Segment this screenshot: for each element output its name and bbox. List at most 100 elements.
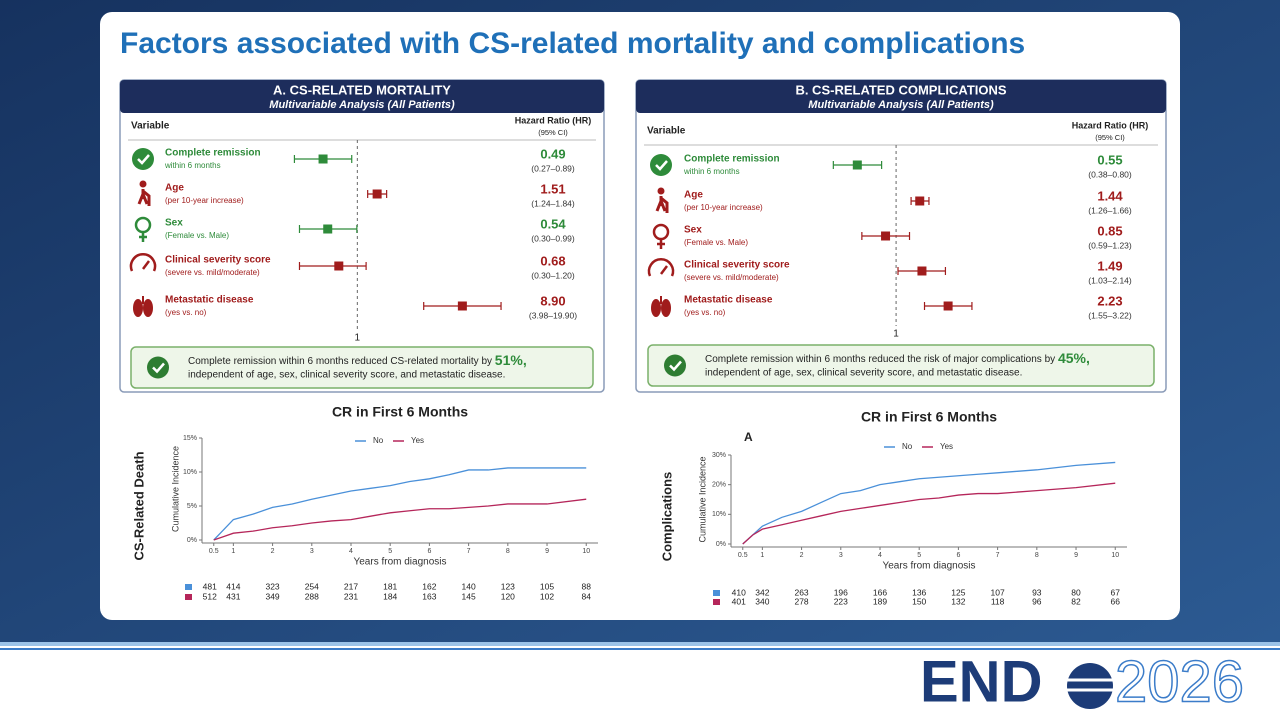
- ci-label: (0.30–0.99): [531, 233, 575, 243]
- legend-label: Yes: [411, 436, 424, 445]
- x-tick-label: 2: [271, 548, 275, 555]
- row-sublabel: (Female vs. Male): [165, 231, 229, 240]
- column-header: Variable: [647, 126, 686, 137]
- panel-subtitle: Multivariable Analysis (All Patients): [269, 99, 455, 111]
- row-sublabel: (per 10-year increase): [165, 196, 244, 205]
- row-icon: [652, 223, 670, 249]
- at-risk-count: 431: [226, 591, 240, 601]
- chart-title: CR in First 6 Months: [861, 409, 997, 425]
- at-risk-count: 414: [226, 581, 240, 591]
- ci-label: (0.27–0.89): [531, 163, 575, 173]
- x-tick-label: 5: [917, 552, 921, 559]
- icon-shape: [137, 154, 150, 165]
- icon-shape: [660, 265, 668, 275]
- at-risk-count: 342: [755, 587, 769, 597]
- at-risk-count: 82: [1071, 596, 1081, 606]
- icon-shape: [139, 232, 147, 242]
- row-label: Sex: [684, 225, 702, 236]
- slide-title: Factors associated with CS-related morta…: [120, 27, 1025, 60]
- x-axis-label: Years from diagnosis: [882, 561, 975, 572]
- at-risk-count: 254: [305, 581, 319, 591]
- x-tick-label: 1: [355, 333, 361, 344]
- at-risk-count: 93: [1032, 587, 1042, 597]
- icon-shape: [647, 258, 675, 277]
- icon-shape: [137, 189, 151, 206]
- hr-marker: [334, 261, 344, 271]
- row-label: Metastatic disease: [684, 295, 773, 306]
- at-risk-count: 340: [755, 596, 769, 606]
- x-tick-label: 7: [996, 552, 1000, 559]
- at-risk-count: 80: [1071, 587, 1081, 597]
- hr-marker: [881, 231, 891, 241]
- x-axis-label: Years from diagnosis: [353, 557, 446, 568]
- column-header: Hazard Ratio (HR): [1072, 120, 1149, 130]
- summary-line: independent of age, sex, clinical severi…: [188, 370, 505, 381]
- legend-label: Yes: [940, 442, 953, 451]
- row-icon: [647, 258, 675, 277]
- at-risk-count: 288: [305, 591, 319, 601]
- at-risk-count: 140: [462, 581, 476, 591]
- column-header: Hazard Ratio (HR): [515, 115, 592, 125]
- footer-stripe: [0, 648, 1280, 650]
- legend-label: No: [373, 436, 384, 445]
- hr-value: 0.55: [1097, 152, 1122, 167]
- column-header: Variable: [131, 121, 170, 132]
- x-tick-label: 1: [231, 548, 235, 555]
- icon-shape: [147, 356, 169, 379]
- panel-header: [636, 80, 1166, 113]
- x-tick-label: 6: [427, 548, 431, 555]
- x-tick-label: 1: [760, 552, 764, 559]
- x-tick-label: 9: [545, 548, 549, 555]
- icon-shape: [650, 154, 672, 176]
- x-tick-label: 8: [506, 548, 510, 555]
- hr-value: 1.49: [1097, 258, 1122, 273]
- ci-label: (1.03–2.14): [1088, 275, 1132, 285]
- x-tick-label: 5: [388, 548, 392, 555]
- at-risk-count: 410: [732, 587, 746, 597]
- hr-marker: [457, 301, 467, 311]
- summary-text: Complete remission within 6 months reduc…: [188, 356, 495, 367]
- ci-label: (0.30–1.20): [531, 270, 575, 280]
- row-sublabel: within 6 months: [164, 161, 221, 170]
- risk-swatch: [185, 584, 192, 590]
- at-risk-count: 132: [951, 596, 965, 606]
- logo-year: 2026: [1115, 649, 1244, 714]
- hr-value: 2.23: [1097, 293, 1122, 308]
- x-tick-label: 6: [956, 552, 960, 559]
- panel-label: A: [744, 430, 753, 444]
- row-label: Complete remission: [165, 148, 261, 159]
- x-tick-label: 4: [878, 552, 882, 559]
- ci-label: (1.26–1.66): [1088, 205, 1132, 215]
- row-label: Complete remission: [684, 154, 780, 165]
- icon-shape: [664, 354, 686, 377]
- icon-shape: [661, 299, 671, 317]
- icon-shape: [139, 180, 147, 188]
- chart-title: CR in First 6 Months: [332, 404, 468, 420]
- x-tick-label: 0.5: [209, 548, 219, 555]
- ci-label: (0.38–0.80): [1088, 169, 1132, 179]
- y-tick-label: 15%: [183, 435, 197, 442]
- at-risk-count: 263: [794, 587, 808, 597]
- x-tick-label: 8: [1035, 552, 1039, 559]
- icon-shape: [657, 239, 665, 249]
- at-risk-count: 125: [951, 587, 965, 597]
- icon-shape: [655, 196, 669, 213]
- risk-swatch: [713, 590, 720, 596]
- hr-value: 0.54: [540, 216, 566, 231]
- panel-title: B. CS-RELATED COMPLICATIONS: [795, 82, 1006, 97]
- at-risk-count: 184: [383, 591, 397, 601]
- at-risk-count: 189: [873, 596, 887, 606]
- x-tick-label: 10: [1111, 552, 1119, 559]
- x-tick-label: 7: [467, 548, 471, 555]
- summary-highlight: 45%,: [1058, 350, 1090, 366]
- at-risk-count: 145: [462, 591, 476, 601]
- side-label: Complications: [659, 472, 674, 562]
- y-tick-label: 0%: [716, 541, 726, 548]
- hr-value: 0.85: [1097, 223, 1122, 238]
- at-risk-count: 150: [912, 596, 926, 606]
- y-tick-label: 20%: [712, 482, 726, 489]
- at-risk-count: 181: [383, 581, 397, 591]
- icon-shape: [657, 187, 665, 195]
- y-tick-label: 30%: [712, 452, 726, 459]
- row-label: Age: [165, 183, 184, 194]
